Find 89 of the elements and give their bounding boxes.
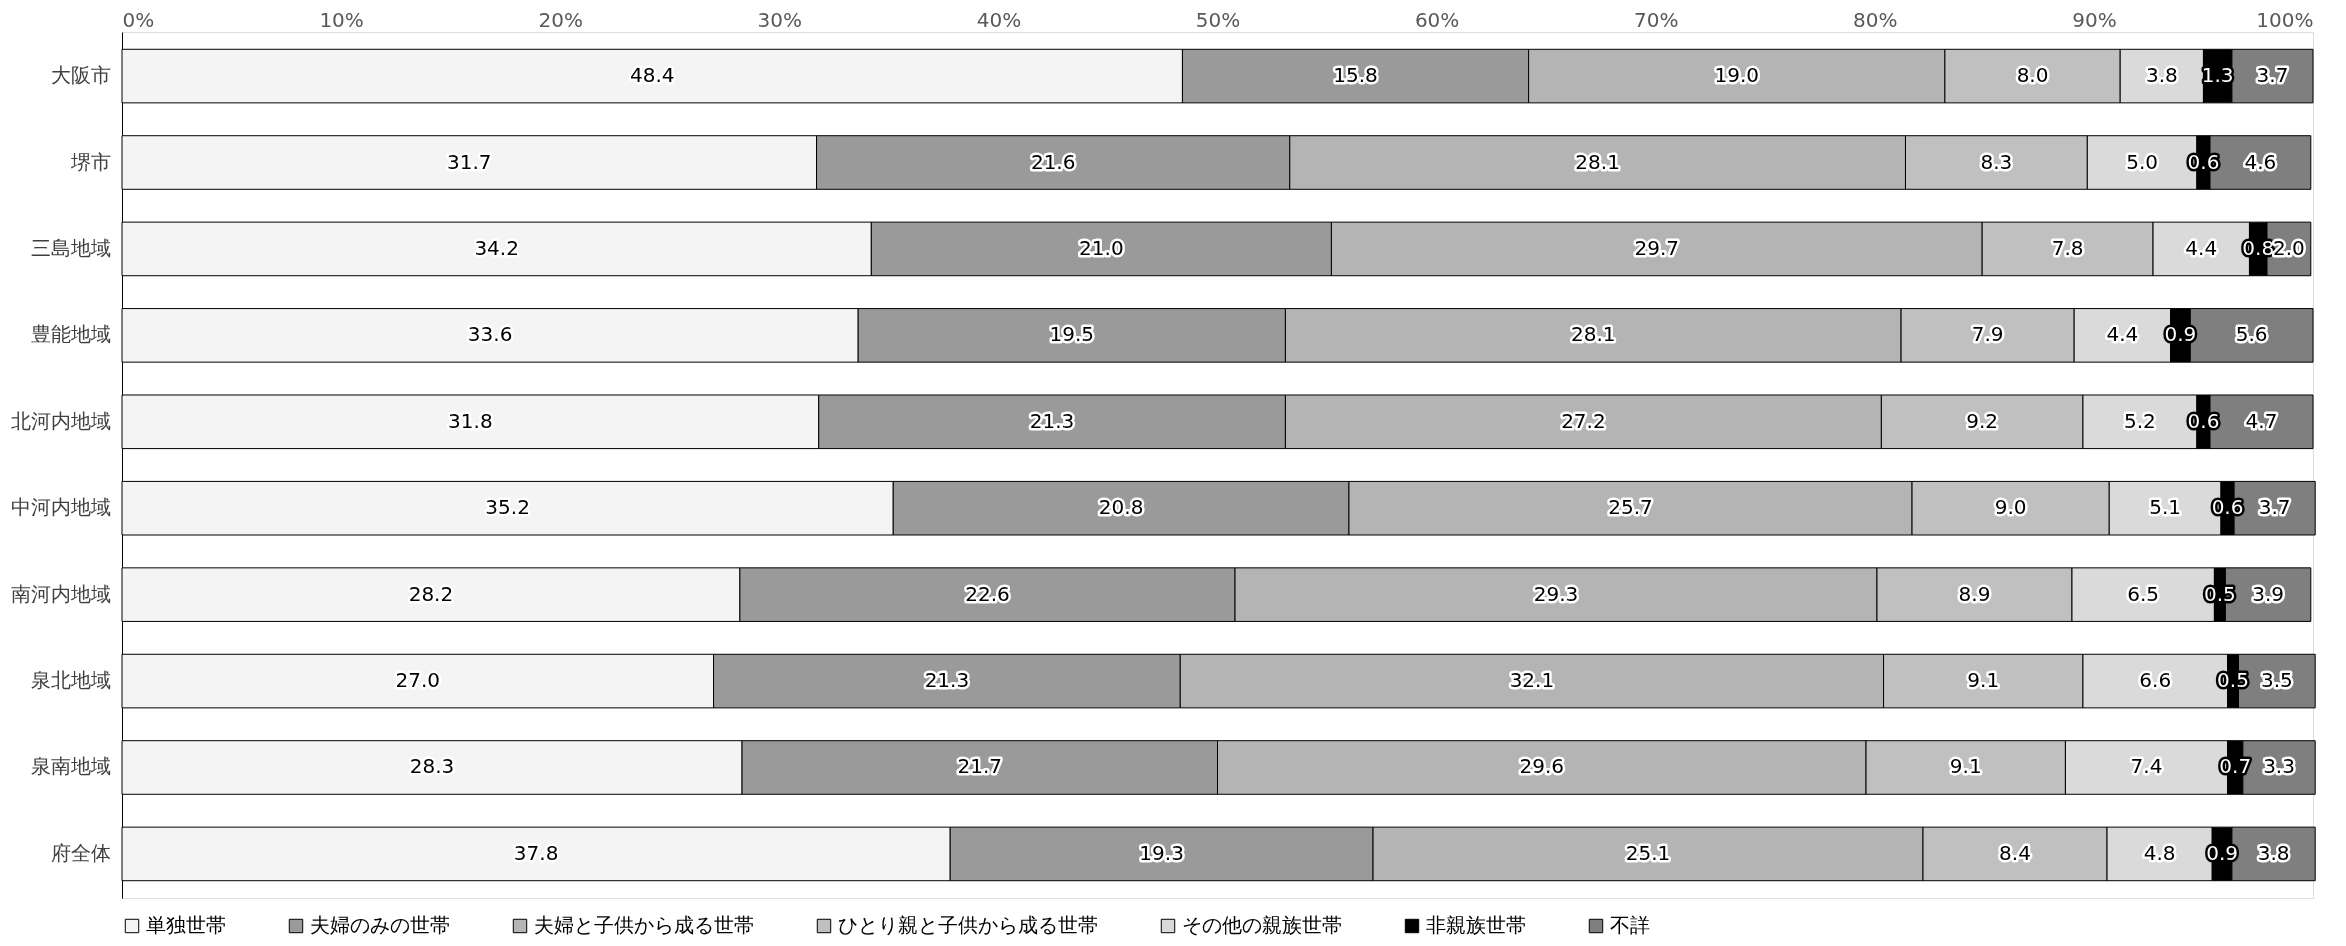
- y-tick-label: 北河内地域: [10, 408, 111, 433]
- y-tick-label: 堺市: [69, 149, 111, 174]
- data-label: 9.1: [1967, 668, 2000, 693]
- data-label: 6.6: [2139, 668, 2172, 693]
- data-label: 0.6: [2211, 495, 2244, 520]
- y-tick-label: 府全体: [50, 840, 111, 865]
- data-label: 5.0: [2126, 149, 2159, 174]
- x-tick-label: 50%: [1195, 7, 1241, 32]
- data-label: 19.0: [1714, 63, 1760, 88]
- data-label: 29.3: [1533, 581, 1579, 606]
- legend-label: 夫婦のみの世帯: [310, 913, 450, 937]
- data-label: 19.3: [1139, 840, 1184, 865]
- data-label: 4.4: [2185, 235, 2218, 260]
- data-label: 3.7: [2256, 63, 2289, 88]
- data-label: 15.8: [1333, 63, 1378, 88]
- data-label: 28.1: [1575, 149, 1620, 174]
- data-label: 8.9: [1958, 581, 1991, 606]
- y-tick-label: 豊能地域: [30, 322, 111, 347]
- data-label: 3.5: [2260, 668, 2293, 693]
- data-label: 19.5: [1049, 322, 1095, 347]
- x-tick-label: 90%: [2072, 7, 2117, 32]
- legend-label: 非親族世帯: [1426, 913, 1526, 937]
- data-label: 6.5: [2127, 581, 2160, 606]
- data-label: 8.3: [1980, 149, 2013, 174]
- data-label: 3.3: [2263, 754, 2295, 779]
- data-label: 48.4: [629, 63, 675, 88]
- data-label: 3.7: [2258, 495, 2291, 520]
- data-label: 1.3: [2201, 63, 2234, 88]
- data-label: 28.2: [408, 581, 454, 606]
- x-tick-label: 100%: [2256, 7, 2314, 32]
- legend-label: 夫婦と子供から成る世帯: [534, 913, 754, 937]
- data-label: 25.7: [1608, 495, 1653, 520]
- data-label: 35.2: [485, 495, 530, 520]
- data-label: 0.5: [2203, 581, 2236, 606]
- x-tick-label: 60%: [1414, 7, 1460, 32]
- data-label: 21.7: [957, 754, 1003, 779]
- data-label: 33.6: [467, 322, 513, 347]
- data-label: 8.4: [1999, 840, 2031, 865]
- data-label: 37.8: [513, 840, 559, 865]
- y-tick-label: 大阪市: [50, 63, 111, 88]
- data-label: 31.8: [448, 408, 493, 433]
- legend-label: ひとり親と子供から成る世帯: [838, 913, 1098, 937]
- y-tick-label: 南河内地域: [10, 581, 111, 606]
- legend-label: 単独世帯: [146, 913, 226, 937]
- data-label: 22.6: [965, 581, 1010, 606]
- x-tick-label: 40%: [976, 7, 1022, 32]
- data-label: 9.1: [1949, 754, 1982, 779]
- data-label: 34.2: [474, 235, 519, 260]
- data-label: 7.9: [1971, 322, 2004, 347]
- x-tick-label: 70%: [1633, 7, 1679, 32]
- data-label: 4.8: [2143, 840, 2176, 865]
- data-label: 9.0: [1994, 495, 2027, 520]
- data-label: 25.1: [1625, 840, 1671, 865]
- data-label: 9.2: [1966, 408, 1999, 433]
- data-label: 5.2: [2124, 408, 2156, 433]
- legend-label: その他の親族世帯: [1182, 913, 1342, 937]
- data-label: 0.6: [2187, 408, 2220, 433]
- data-label: 7.8: [2051, 235, 2084, 260]
- legend-label: 不詳: [1610, 913, 1650, 937]
- data-label: 21.3: [924, 668, 970, 693]
- y-tick-label: 泉南地域: [30, 754, 111, 779]
- data-label: 27.2: [1561, 408, 1606, 433]
- data-label: 4.4: [2106, 322, 2139, 347]
- data-label: 3.9: [2252, 581, 2284, 606]
- data-label: 32.1: [1509, 668, 1555, 693]
- x-tick-label: 20%: [538, 7, 583, 32]
- data-label: 7.4: [2130, 754, 2163, 779]
- x-tick-label: 10%: [319, 7, 364, 32]
- data-label: 0.5: [2217, 668, 2249, 693]
- data-label: 21.3: [1029, 408, 1075, 433]
- data-label: 28.3: [409, 754, 455, 779]
- data-label: 5.6: [2235, 322, 2268, 347]
- data-label: 3.8: [2145, 63, 2178, 88]
- y-tick-label: 泉北地域: [30, 668, 111, 693]
- y-tick-label: 三島地域: [30, 235, 111, 260]
- data-label: 20.8: [1098, 495, 1144, 520]
- data-label: 31.7: [447, 149, 492, 174]
- y-tick-label: 中河内地域: [10, 495, 111, 520]
- data-label: 2.0: [2272, 235, 2305, 260]
- data-label: 27.0: [395, 668, 441, 693]
- data-label: 29.7: [1634, 235, 1680, 260]
- data-label: 0.6: [2187, 149, 2220, 174]
- data-label: 28.1: [1570, 322, 1616, 347]
- x-tick-label: 0%: [122, 7, 155, 32]
- data-label: 5.1: [2149, 495, 2182, 520]
- x-tick-label: 80%: [1853, 7, 1898, 32]
- data-label: 29.6: [1519, 754, 1565, 779]
- data-label: 8.0: [2016, 63, 2049, 88]
- x-tick-label: 30%: [757, 7, 803, 32]
